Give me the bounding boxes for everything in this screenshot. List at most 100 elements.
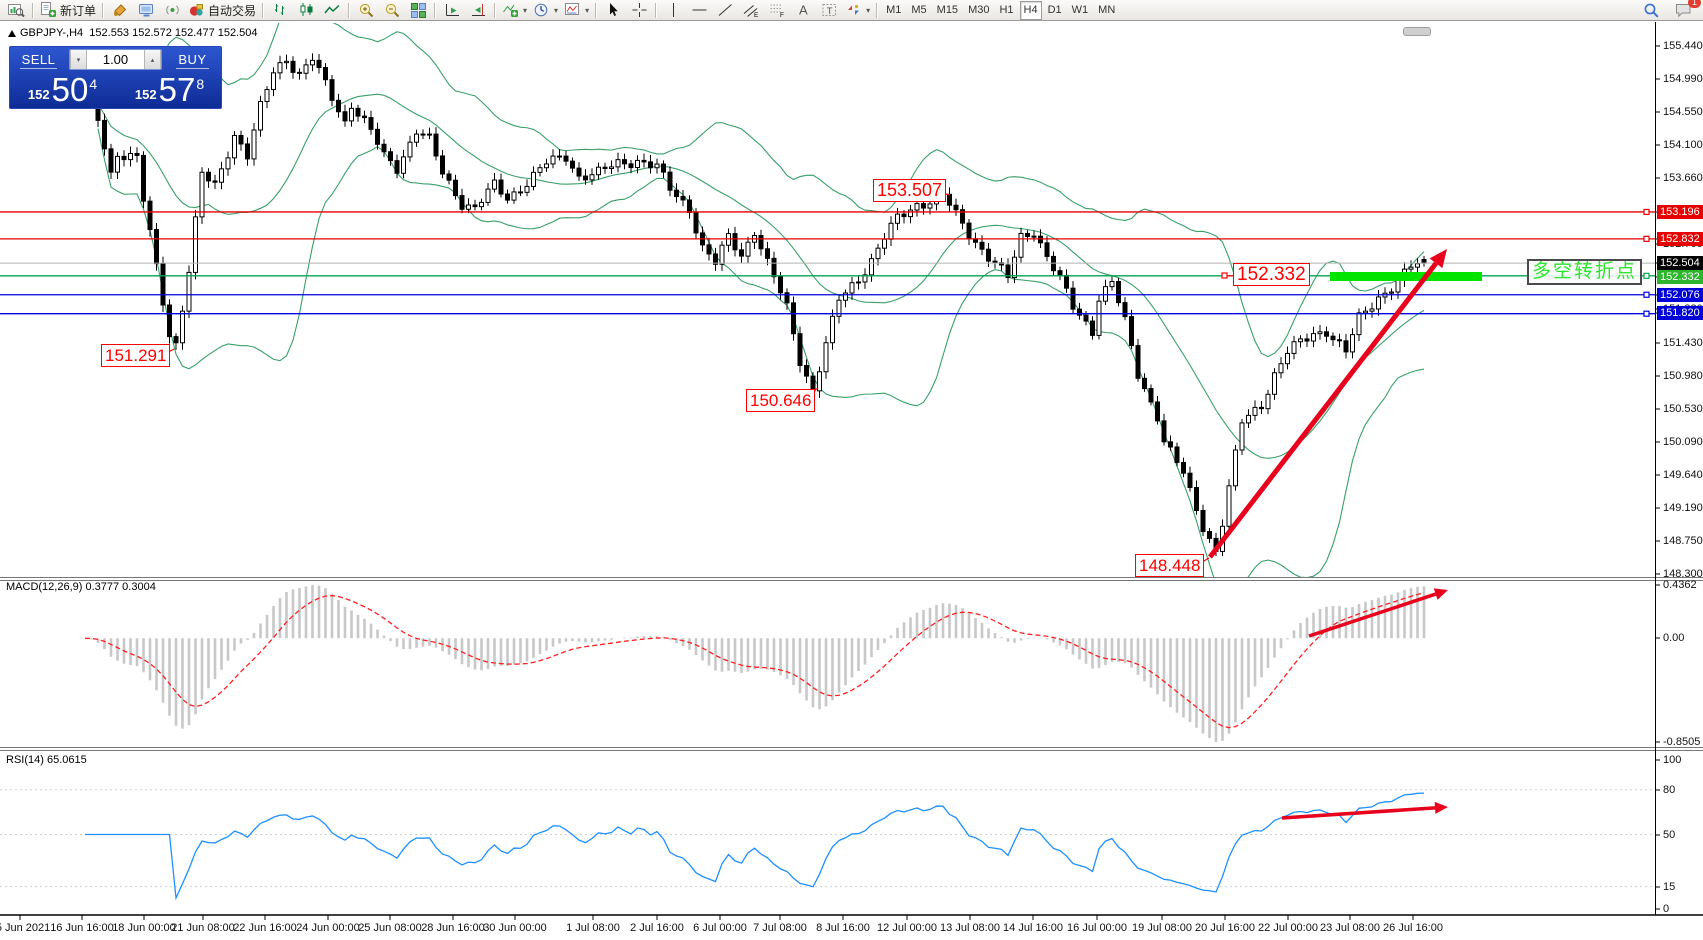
time-tick-label: 20 Jul 16:00 bbox=[1195, 922, 1255, 934]
indicator-tick-80: 80 bbox=[1663, 784, 1676, 796]
time-tick-label: 21 Jun 08:00 bbox=[171, 922, 235, 934]
timeframe-m30-button[interactable]: M30 bbox=[968, 4, 990, 16]
chart-canvas[interactable] bbox=[0, 22, 1703, 922]
text-label-icon: T bbox=[821, 2, 838, 18]
fibonacci-button[interactable]: F bbox=[764, 1, 790, 20]
indicators-dropdown-arrow[interactable]: ▾ bbox=[523, 5, 528, 15]
price-tick-155.440: 155.440 bbox=[1663, 40, 1703, 52]
price-tick-150.090: 150.090 bbox=[1663, 436, 1703, 448]
price-badge-152.332: 152.332 bbox=[1657, 270, 1703, 284]
timeframe-h1-button[interactable]: H1 bbox=[999, 4, 1014, 16]
price-badge-152.076: 152.076 bbox=[1657, 288, 1703, 302]
volume-input[interactable] bbox=[87, 51, 144, 68]
main-toolbar: 新订单 自动交易 ▾ ▾ ▾ E F A T ▾ M1 M5 M15 M30 H1 H4 D1 W1 MN 1 bbox=[0, 0, 1703, 21]
annotation-connectors bbox=[162, 191, 1233, 566]
equidistant-channel-button[interactable]: E bbox=[738, 1, 764, 20]
price-annotation-150646[interactable]: 150.646 bbox=[746, 389, 816, 412]
symbol-collapse-icon[interactable] bbox=[8, 30, 16, 37]
periods-dropdown-arrow[interactable]: ▾ bbox=[554, 5, 559, 15]
arrows-dropdown-arrow[interactable]: ▾ bbox=[866, 5, 871, 15]
auto-scroll-button[interactable] bbox=[439, 1, 465, 20]
notifications-button[interactable]: 1 bbox=[1670, 0, 1701, 20]
toolbar-separator bbox=[434, 2, 437, 18]
frame bbox=[0, 22, 1703, 920]
horizontal-line-button[interactable] bbox=[686, 1, 712, 20]
new-chart-button[interactable] bbox=[3, 1, 29, 20]
timeframe-d1-button[interactable]: D1 bbox=[1047, 4, 1062, 16]
time-tick-label: 16 Jul 00:00 bbox=[1067, 922, 1127, 934]
price-tick-154.990: 154.990 bbox=[1663, 73, 1703, 85]
autotrading-icon bbox=[188, 2, 205, 18]
time-tick-label: 6 Jul 00:00 bbox=[693, 922, 747, 934]
symbol-quote-header: GBPJPY-,H4 152.553 152.572 152.477 152.5… bbox=[20, 27, 258, 39]
arrows-icon bbox=[845, 2, 862, 18]
indicator-tick-100: 100 bbox=[1663, 754, 1682, 766]
price-tick-154.550: 154.550 bbox=[1663, 106, 1703, 118]
volume-increase-button[interactable]: ▴ bbox=[144, 50, 161, 69]
indicators-button[interactable]: ▾ bbox=[499, 1, 530, 20]
zoom-in-button[interactable] bbox=[353, 1, 379, 20]
chart-bars-button[interactable] bbox=[267, 1, 293, 20]
price-badge-153.196: 153.196 bbox=[1657, 205, 1703, 219]
price-tick-150.980: 150.980 bbox=[1663, 370, 1703, 382]
timeframe-h4-button[interactable]: H4 bbox=[1019, 0, 1042, 20]
tile-windows-button[interactable] bbox=[405, 1, 431, 20]
autotrading-button[interactable]: 自动交易 bbox=[185, 1, 259, 20]
timeframe-m15-button[interactable]: M15 bbox=[936, 4, 959, 16]
rsi-pane bbox=[0, 789, 1655, 901]
styles-button[interactable] bbox=[107, 1, 133, 20]
timeframe-mn-button[interactable]: MN bbox=[1098, 4, 1116, 16]
price-tick-150.530: 150.530 bbox=[1663, 403, 1703, 415]
chart-hscrollbar[interactable] bbox=[1403, 27, 1431, 36]
indicator-tick-0.00: 0.00 bbox=[1663, 632, 1685, 644]
vertical-line-icon bbox=[665, 2, 682, 18]
volume-decrease-button[interactable]: ▾ bbox=[70, 50, 87, 69]
search-button[interactable] bbox=[1638, 1, 1664, 20]
zoom-in-icon bbox=[358, 2, 375, 18]
buy-button[interactable]: BUY bbox=[176, 52, 209, 69]
timeframe-w1-button[interactable]: W1 bbox=[1071, 4, 1089, 16]
chart-shift-button[interactable] bbox=[465, 1, 491, 20]
chart-candles-button[interactable] bbox=[293, 1, 319, 20]
text-button[interactable]: A bbox=[790, 1, 816, 20]
price-annotation-152332[interactable]: 152.332 bbox=[1233, 263, 1310, 286]
arrows-button[interactable]: ▾ bbox=[842, 1, 873, 20]
price-tick-149.190: 149.190 bbox=[1663, 502, 1703, 514]
timeframe-m5-button[interactable]: M5 bbox=[911, 4, 927, 16]
tile-windows-icon bbox=[410, 2, 427, 18]
chart-line-button[interactable] bbox=[319, 1, 345, 20]
trendline-button[interactable] bbox=[712, 1, 738, 20]
timeframe-m1-button[interactable]: M1 bbox=[886, 4, 902, 16]
profiles-icon bbox=[138, 2, 155, 18]
text-label-button[interactable]: T bbox=[816, 1, 842, 20]
time-tick-label: 19 Jul 08:00 bbox=[1132, 922, 1192, 934]
autotrading-label: 自动交易 bbox=[208, 3, 257, 18]
templates-dropdown-arrow[interactable]: ▾ bbox=[585, 5, 590, 15]
price-annotation-151291[interactable]: 151.291 bbox=[101, 344, 171, 367]
sell-price[interactable]: 152 50 4 bbox=[27, 71, 98, 108]
toolbar-separator bbox=[32, 2, 34, 18]
price-annotation-148448[interactable]: 148.448 bbox=[1135, 554, 1205, 577]
pivot-note-label[interactable]: 多空转折点 bbox=[1527, 259, 1643, 285]
vertical-line-button[interactable] bbox=[660, 1, 686, 20]
svg-text:E: E bbox=[754, 12, 759, 18]
time-tick-label: 7 Jul 08:00 bbox=[753, 922, 807, 934]
crosshair-button[interactable] bbox=[626, 1, 652, 20]
price-tick-153.660: 153.660 bbox=[1663, 172, 1703, 184]
sell-button[interactable]: SELL bbox=[19, 52, 58, 69]
signals-button[interactable] bbox=[159, 1, 185, 20]
styles-icon bbox=[112, 2, 129, 18]
periods-button[interactable]: ▾ bbox=[530, 1, 561, 20]
svg-text:T: T bbox=[826, 6, 832, 17]
indicator-tick-15: 15 bbox=[1663, 881, 1676, 893]
macd-label: MACD(12,26,9) 0.3777 0.3004 bbox=[6, 581, 156, 593]
new-order-button[interactable]: 新订单 bbox=[37, 1, 99, 20]
signals-icon bbox=[164, 2, 181, 18]
cursor-button[interactable] bbox=[600, 1, 626, 20]
templates-button[interactable]: ▾ bbox=[561, 1, 592, 20]
buy-price[interactable]: 152 57 8 bbox=[134, 71, 205, 108]
profiles-button[interactable] bbox=[133, 1, 159, 20]
zoom-out-button[interactable] bbox=[379, 1, 405, 20]
crosshair-icon bbox=[631, 2, 648, 18]
price-annotation-153507[interactable]: 153.507 bbox=[873, 179, 947, 202]
